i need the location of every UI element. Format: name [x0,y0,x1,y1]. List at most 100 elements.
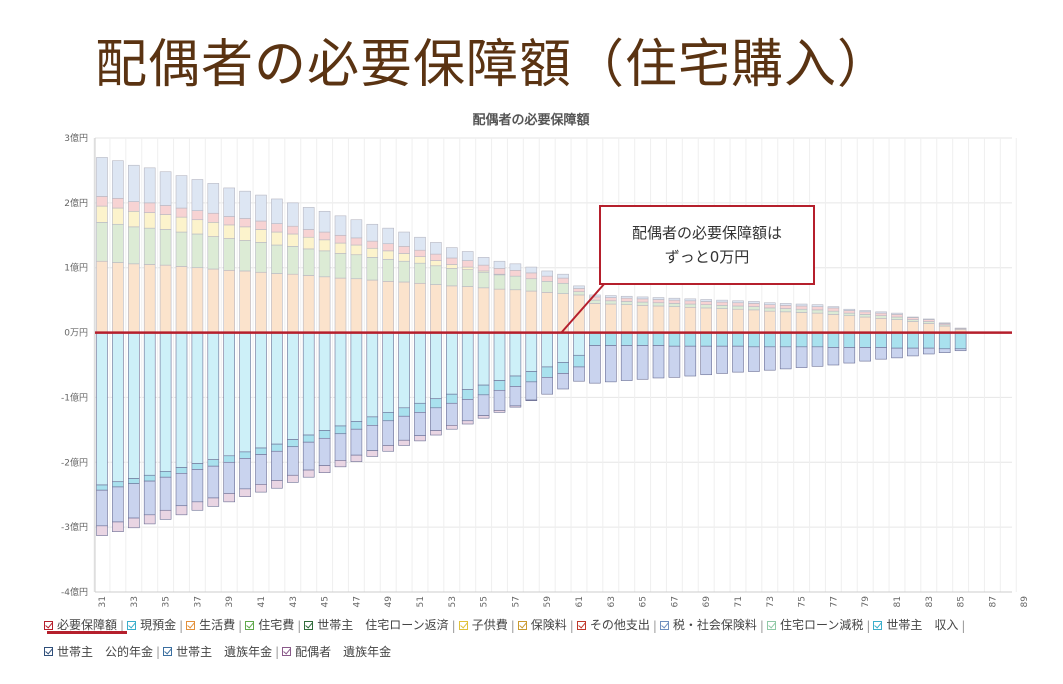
bar-segment [954,332,967,350]
bar-segment [557,373,569,390]
legend-item[interactable]: 現預金 [127,612,176,638]
bar-segment [207,183,220,214]
bar-segment [763,304,776,309]
legend-checkbox-icon[interactable] [163,647,173,656]
legend-item[interactable]: 配偶者 遺族年金 [282,639,391,665]
x-tick-label: 51 [416,596,426,607]
bar-segment [191,469,204,503]
bar-segment [255,332,267,449]
bar-segment [334,277,347,333]
bar-segment [382,258,395,282]
legend-item[interactable]: 住宅費 [245,612,294,638]
bar-segment [891,347,903,359]
bar-segment [668,303,681,307]
bar-segment [318,210,331,233]
legend-checkbox-icon[interactable] [458,620,468,630]
bar-segment [223,216,235,226]
legend-item[interactable]: 生活費 [186,612,235,638]
bar-segment [541,332,554,368]
x-tick-label: 85 [957,596,967,607]
legend-item[interactable]: その他支出 [576,612,650,638]
bar-segment [573,354,585,368]
bar-segment [382,227,395,245]
bar-segment [891,316,903,320]
x-tick-label: 65 [639,596,649,607]
slide-title: 配偶者の必要保障額（住宅購入） [95,35,891,95]
legend-item[interactable]: 住宅ローン減税 [766,612,863,638]
legend-separator: | [866,618,871,633]
bar-segment [286,474,299,483]
bar-segment [573,291,585,296]
legend-separator: | [120,618,125,633]
bar-segment [907,332,919,349]
bar-segment [763,310,776,333]
bar-segment [795,303,808,307]
legend-checkbox-icon[interactable] [186,620,196,630]
bar-segment [668,332,681,347]
bar-segment [779,305,792,309]
bar-segment [461,420,474,425]
legend-label: 世帯主 遺族年金 [176,644,273,659]
bar-segment [875,312,887,317]
bar-segment [334,242,347,254]
legend-highlight-underline [47,631,127,634]
bar-segment [477,332,490,386]
legend-separator: | [569,618,574,633]
x-tick-label: 47 [352,596,362,607]
legend-checkbox-icon[interactable] [282,647,292,656]
bar-segment [96,205,108,223]
legend-item[interactable]: 保険料 [517,612,567,638]
legend-checkbox-icon[interactable] [766,620,776,630]
bar-segment [207,236,220,270]
bar-segment [907,316,919,318]
bar-segment [700,304,713,309]
legend-label: 必要保障額 [57,618,118,632]
bar-segment [461,260,474,268]
x-tick-label: 41 [257,596,267,607]
bar-segment [350,219,363,239]
bar-segment [302,275,315,333]
bar-segment [430,284,442,333]
bar-segment [716,305,728,309]
annotation-line2: ずっと0万円 [665,248,750,266]
bar-segment [96,222,108,262]
legend-item[interactable]: 世帯主 遺族年金 [163,639,272,665]
bar-segment [493,332,506,381]
x-tick-label: 83 [925,596,935,607]
bar-segment [302,469,315,478]
bar-segment [159,332,172,472]
legend-checkbox-icon[interactable] [44,620,53,630]
bar-segment [207,459,220,467]
legend-item[interactable]: 必要保障額 [44,612,117,638]
x-tick-label: 71 [734,596,744,607]
legend-item[interactable]: 世帯主 収入 [873,612,958,638]
legend-checkbox-icon[interactable] [245,620,255,630]
bar-segment [461,389,474,400]
legend-item[interactable]: 世帯主 公的年金 [44,639,153,665]
bar-segment [175,231,188,267]
bar-segment [795,312,808,333]
x-tick-label: 63 [607,596,617,607]
legend-item[interactable]: 税・社会保険料 [659,612,757,638]
bar-segment [922,332,935,349]
bar-segment [859,310,872,313]
legend-checkbox-icon[interactable] [44,647,53,656]
bar-segment [128,263,140,333]
bar-segment [239,332,251,453]
legend-checkbox-icon[interactable] [659,620,669,630]
legend-label: 子供費 [471,618,508,632]
bar-segment [286,225,299,235]
bar-segment [700,301,713,305]
legend-checkbox-icon[interactable] [517,620,527,630]
legend-checkbox-icon[interactable] [873,620,883,630]
legend-item[interactable]: 子供費 [458,612,508,638]
bar-segment [859,314,872,318]
legend-checkbox-icon[interactable] [127,620,137,630]
bar-segment [811,309,824,314]
legend-item[interactable]: 世帯主 住宅ローン返済 [304,612,449,638]
bar-segment [445,264,458,269]
legend-checkbox-icon[interactable] [304,620,314,630]
bar-segment [334,234,347,244]
legend-checkbox-icon[interactable] [576,620,586,630]
bar-segment [128,226,140,265]
